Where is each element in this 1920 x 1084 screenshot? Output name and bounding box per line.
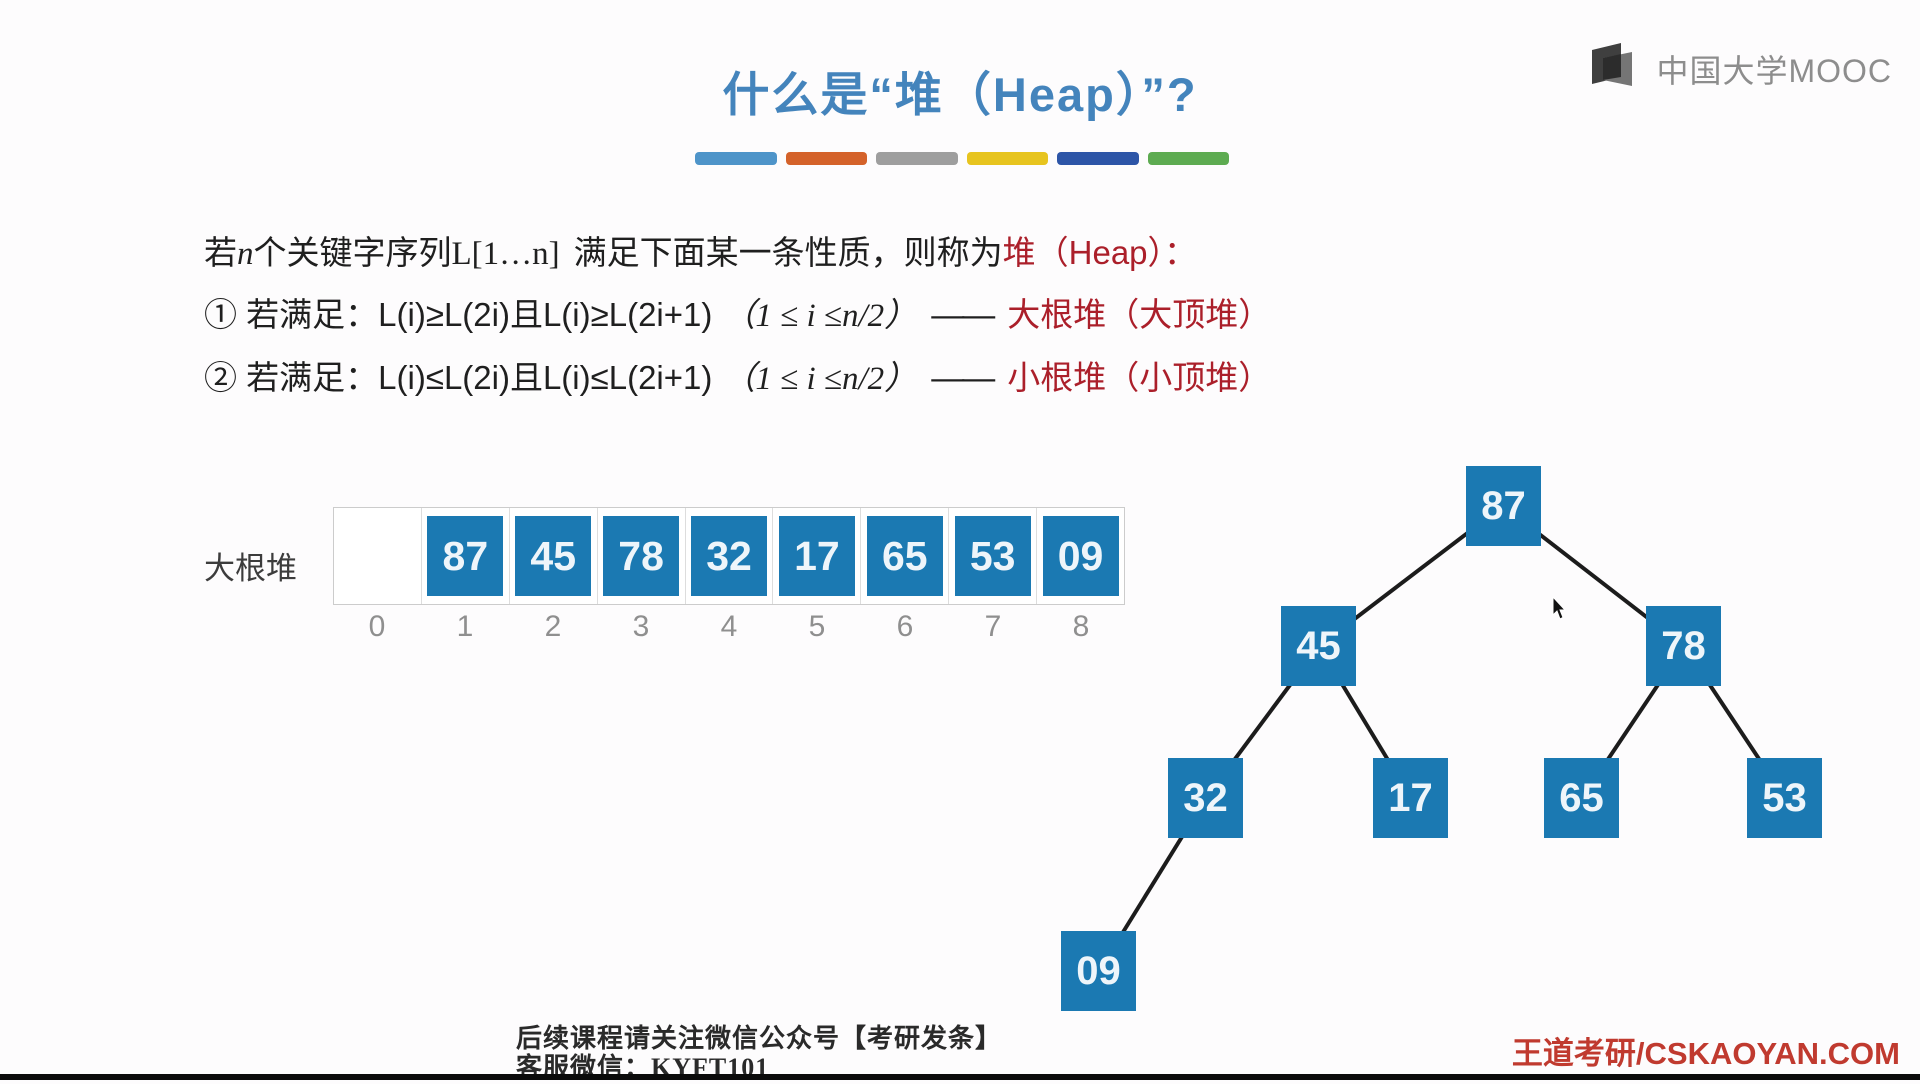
array-value: 17 [778, 516, 855, 596]
rule2-formula: ② 若满足：L(i)≤L(2i)且L(i)≤L(2i+1) [204, 359, 713, 396]
tree-node-32: 32 [1168, 758, 1243, 838]
rule-max-heap: ① 若满足：L(i)≥L(2i)且L(i)≥L(2i+1) （1 ≤ i ≤n/2… [204, 288, 1271, 336]
array-value: 09 [1042, 516, 1119, 596]
divider-bar-gray [876, 152, 958, 165]
rule2-constraint: （1 ≤ i ≤n/2） [722, 361, 918, 397]
rule1-constraint: （1 ≤ i ≤n/2） [722, 298, 918, 334]
bottom-letterbox-strip [0, 1074, 1920, 1080]
intro-text: 个关键字序列 [253, 234, 452, 271]
array-cell-5: 17 [773, 508, 862, 604]
rule2-result: 小根堆（小顶堆） [1007, 359, 1272, 396]
intro-text: 若 [204, 234, 237, 271]
footer-note-line1: 后续课程请关注微信公众号【考研发条】 [516, 1024, 1003, 1053]
intro-heap-term: 堆（Heap）： [1002, 234, 1198, 271]
array-value: 45 [515, 516, 592, 596]
array-index: 1 [456, 610, 474, 643]
array-label: 大根堆 [204, 551, 297, 586]
array-value: 78 [603, 516, 680, 596]
array-index: 0 [368, 610, 386, 643]
rule-min-heap: ② 若满足：L(i)≤L(2i)且L(i)≤L(2i+1) （1 ≤ i ≤n/2… [204, 351, 1271, 399]
page-title: 什么是“堆（Heap）”? [722, 68, 1198, 121]
array-index: 8 [1072, 610, 1090, 643]
divider-bar-orange [785, 152, 867, 165]
mooc-book-icon [1590, 42, 1644, 95]
watermark-cskaoyan: 王道考研/CSKAOYAN.COM [1511, 1036, 1900, 1071]
tree-node-45: 45 [1281, 606, 1356, 686]
array-value: 53 [954, 516, 1031, 596]
array-index: 7 [984, 610, 1002, 643]
array-index: 6 [896, 610, 914, 643]
array-cell-4: 32 [686, 508, 774, 604]
mouse-cursor-icon [1552, 595, 1568, 626]
array-index: 4 [720, 610, 738, 643]
divider-bar-green [1147, 152, 1229, 165]
divider-bar-yellow [966, 152, 1048, 165]
heap-tree: 87 45 78 32 17 65 53 09 [1000, 440, 1880, 1020]
array-cell-7: 53 [949, 508, 1038, 604]
array-cell-1: 87 [422, 508, 510, 604]
definition-intro: 若n个关键字序列L[1…n] 满足下面某一条性质，则称为堆（Heap）： [204, 226, 1197, 274]
divider-bar-navy [1057, 152, 1139, 165]
rule2-dash: —— [931, 359, 995, 396]
array-cell-8: 09 [1037, 508, 1124, 604]
tree-node-65: 65 [1544, 758, 1619, 838]
heap-array: 87 45 78 32 17 65 53 09 [333, 507, 1125, 605]
divider-bar-blue [695, 152, 777, 165]
rule1-dash: —— [931, 296, 995, 333]
array-value: 65 [866, 516, 943, 596]
array-cell-6: 65 [861, 508, 950, 604]
rule1-formula: ① 若满足：L(i)≥L(2i)且L(i)≥L(2i+1) [204, 296, 713, 333]
array-value: 87 [427, 516, 504, 596]
array-cell-3: 78 [598, 508, 686, 604]
array-index-row: 0 1 2 3 4 5 6 7 8 [333, 610, 1125, 644]
array-index: 5 [808, 610, 826, 643]
tree-node-53: 53 [1747, 758, 1822, 838]
tree-node-17: 17 [1373, 758, 1448, 838]
array-index: 2 [544, 610, 562, 643]
mooc-brand: 中国大学MOOC [1590, 42, 1892, 95]
array-index: 3 [632, 610, 650, 643]
title-divider-bars [695, 152, 1229, 165]
array-cell-0 [334, 508, 422, 604]
tree-node-78: 78 [1646, 606, 1721, 686]
tree-node-09: 09 [1061, 931, 1136, 1011]
rule1-result: 大根堆（大顶堆） [1007, 296, 1272, 333]
array-cell-2: 45 [510, 508, 598, 604]
intro-sequence-notation: L[1…n] [451, 236, 560, 272]
intro-var-n: n [237, 236, 254, 272]
tree-node-87: 87 [1466, 466, 1541, 546]
mooc-logo-text: 中国大学MOOC [1656, 52, 1892, 89]
array-value: 32 [691, 516, 767, 596]
intro-text: 满足下面某一条性质，则称为 [573, 234, 1003, 271]
